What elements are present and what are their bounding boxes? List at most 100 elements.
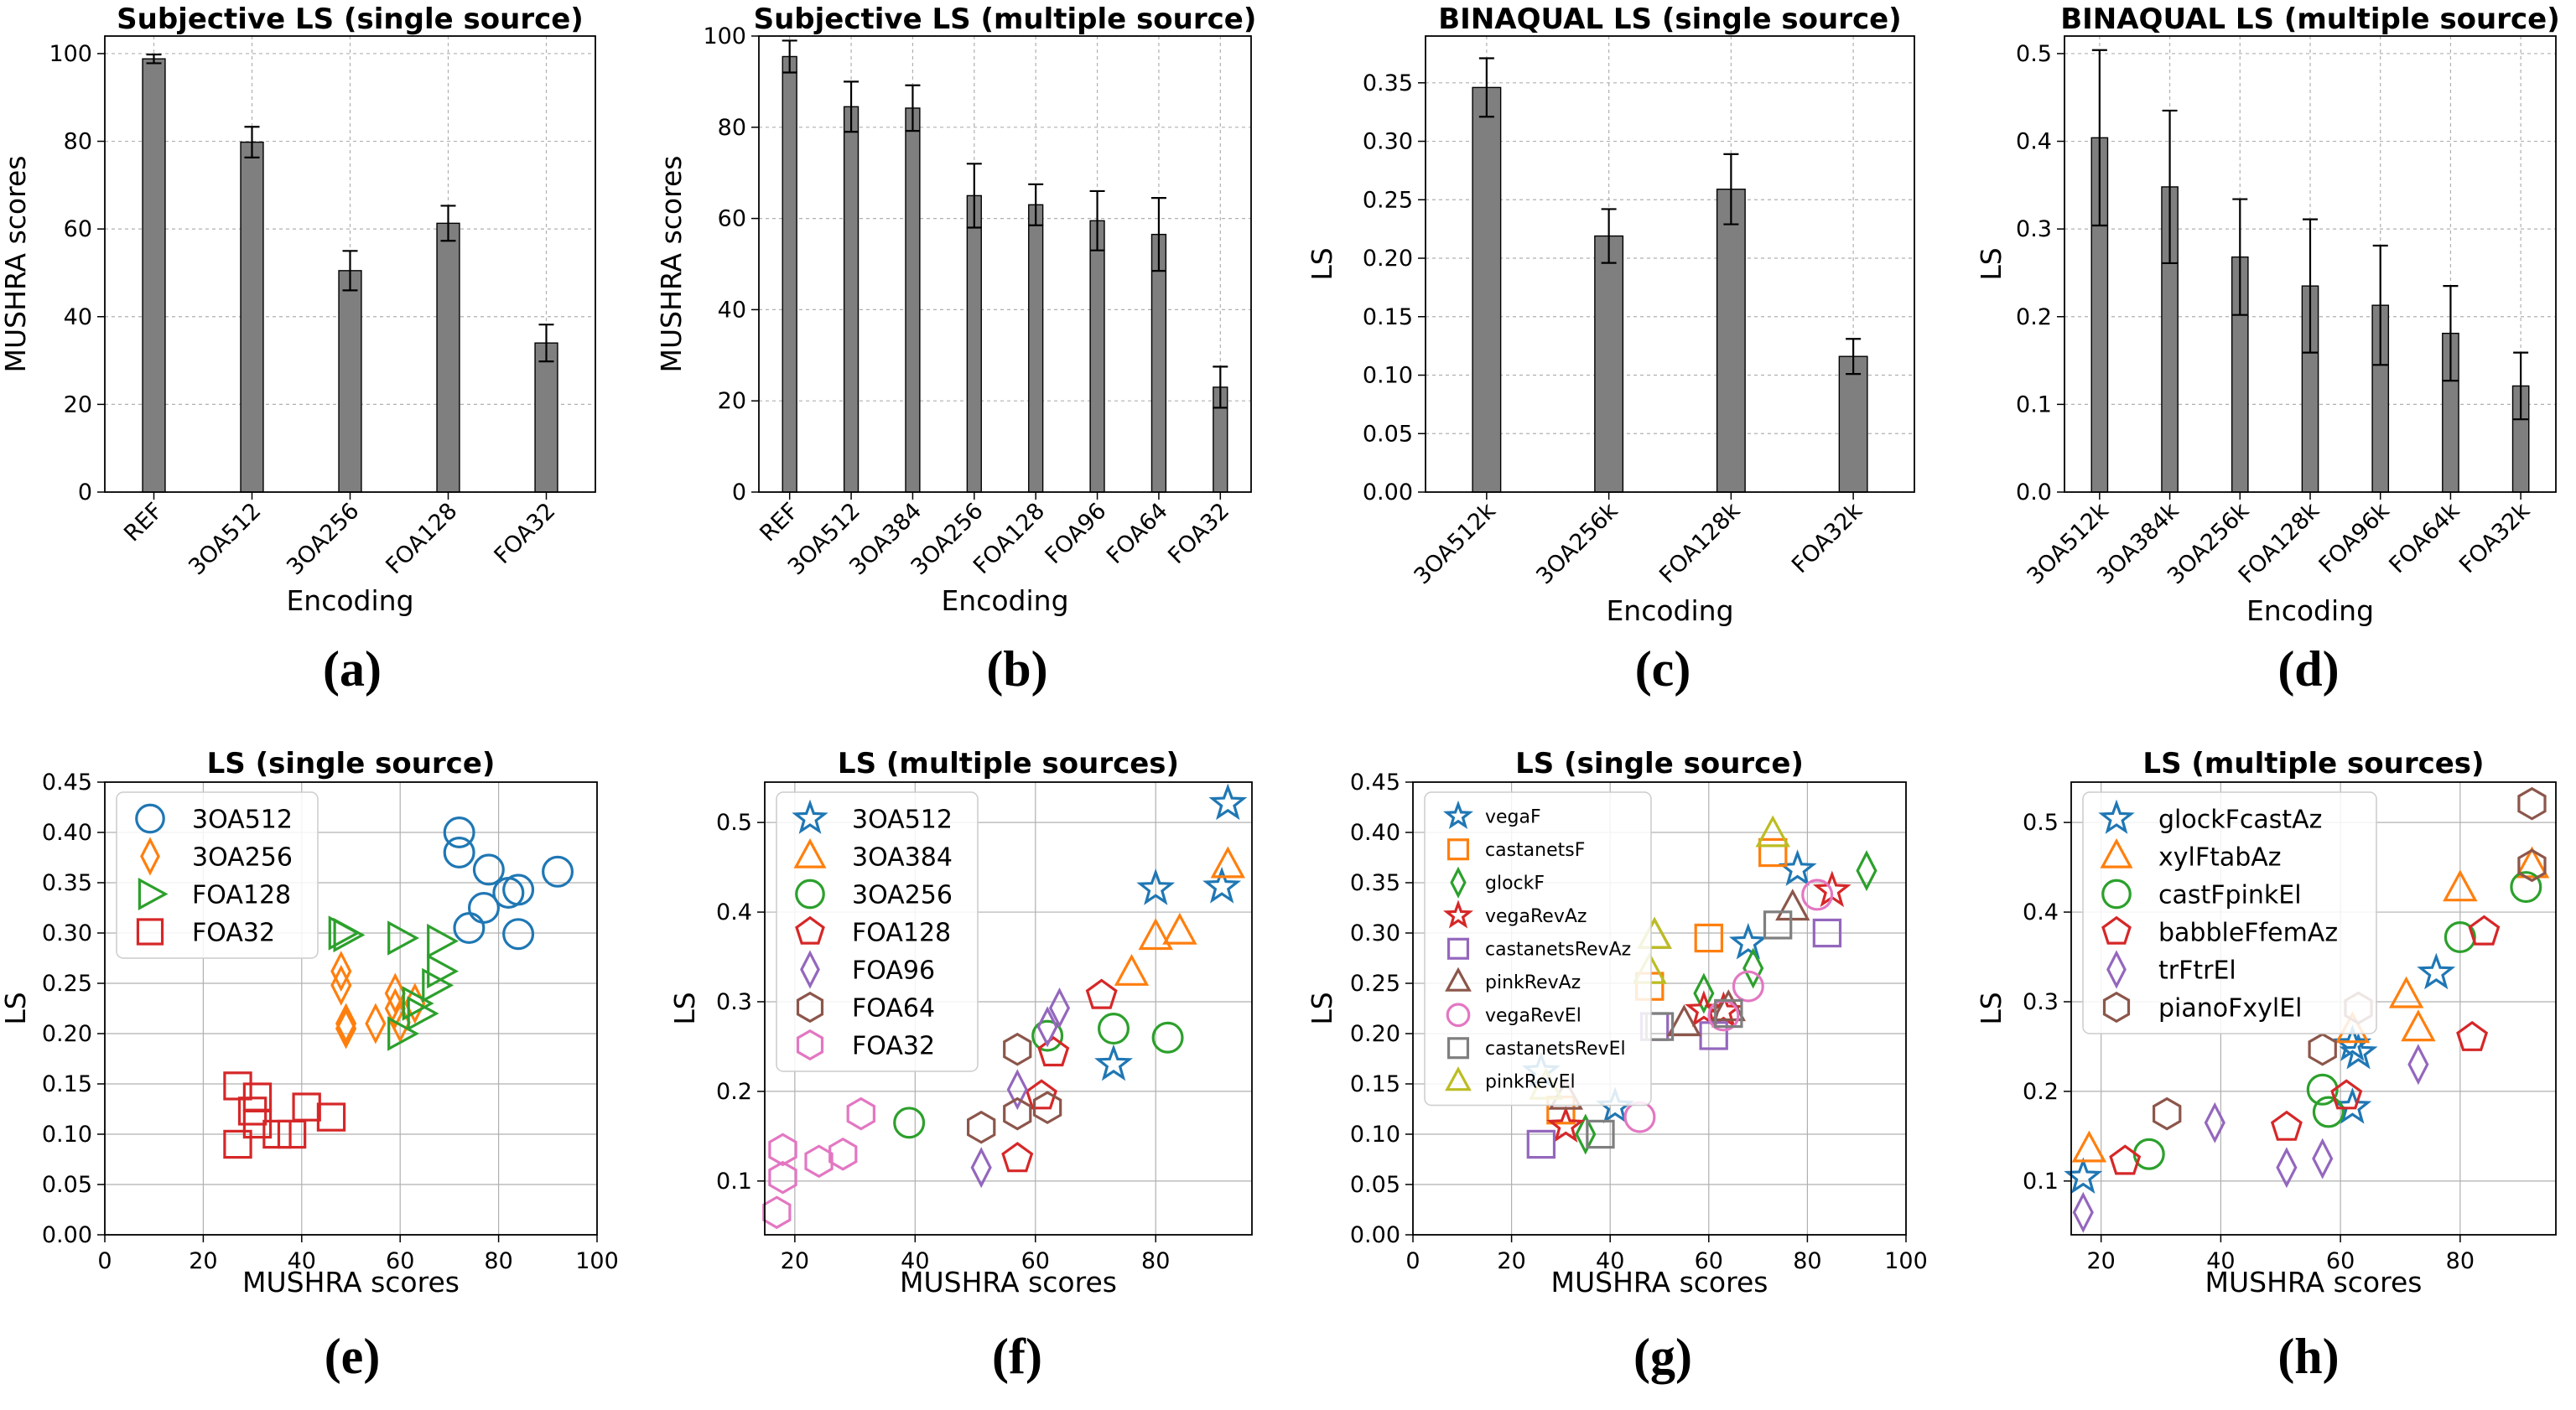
y-tick-label: 0.10 [42, 1122, 92, 1148]
data-point [387, 920, 420, 956]
data-point [542, 855, 574, 888]
y-tick-label: 0.0 [2016, 480, 2052, 505]
y-tick-label: 0.2 [2023, 1079, 2059, 1105]
legend-label: FOA96 [852, 956, 935, 985]
y-tick-label: 0.15 [1350, 1071, 1400, 1097]
y-tick-label: 0.20 [42, 1021, 92, 1047]
x-tick-label: 3OA512 [184, 498, 266, 580]
y-tick-label: 0.20 [1363, 246, 1413, 272]
data-point [242, 1109, 273, 1139]
panel-caption: (h) [2277, 1329, 2339, 1384]
legend-label: 3OA256 [852, 880, 953, 910]
data-point [2312, 1138, 2334, 1179]
legend-marker [2106, 950, 2127, 989]
x-axis-label: MUSHRA scores [242, 1266, 460, 1299]
data-point [762, 1195, 792, 1230]
data-point [2153, 1096, 2182, 1131]
legend-label: FOA64 [852, 993, 935, 1023]
chart-7: LS (multiple sources) 0.1 0.2 0.3 0.4 0.5 20 40… [1975, 747, 2557, 1384]
data-point [443, 836, 475, 868]
x-tick-label: 0 [97, 1248, 112, 1274]
data-point [1162, 912, 1197, 945]
x-tick-label: 20 [1497, 1248, 1525, 1274]
legend-marker [1445, 967, 1472, 992]
y-tick-label: 0.35 [1350, 870, 1400, 896]
data-point [2517, 786, 2547, 821]
data-point [2306, 1073, 2339, 1106]
data-point [804, 1144, 834, 1179]
legend-marker [796, 991, 824, 1024]
axes-frame [1412, 781, 1907, 1236]
panel-caption: (c) [1635, 641, 1691, 697]
data-point [1812, 918, 1842, 948]
x-tick-label: 80 [2446, 1248, 2475, 1274]
x-tick-label: 3OA512k [1409, 498, 1501, 590]
data-point [2401, 1009, 2436, 1042]
y-tick-label: 0.00 [42, 1222, 92, 1248]
data-point [1138, 918, 1173, 951]
y-tick-label: 0.05 [1363, 421, 1413, 447]
legend-marker [2101, 879, 2132, 910]
legend-marker [800, 950, 820, 989]
data-point [1546, 1106, 1586, 1143]
x-tick-label: FOA96k [2314, 498, 2395, 578]
y-tick-label: 0.20 [1350, 1021, 1400, 1047]
data-point [330, 964, 352, 1006]
chart-title: LS (single source) [1515, 747, 1804, 780]
y-tick-label: 0.45 [42, 770, 92, 796]
bar [240, 141, 264, 493]
data-point [1114, 953, 1150, 986]
data-point [1714, 998, 1743, 1029]
data-point [2276, 1147, 2298, 1189]
y-axis-label: LS [668, 992, 701, 1024]
y-tick-label: 100 [49, 41, 92, 67]
y-tick-label: 0.2 [2016, 304, 2052, 330]
legend-marker [1443, 899, 1473, 929]
legend-label: FOA32 [192, 918, 275, 947]
y-tick-label: 0.35 [42, 870, 92, 896]
legend-label: castanetsRevEl [1485, 1039, 1626, 1060]
x-tick-label: 40 [288, 1248, 316, 1274]
y-tick-label: 0.00 [1350, 1222, 1400, 1248]
data-point [427, 923, 460, 959]
x-axis-label: Encoding [1606, 594, 1733, 627]
legend-label: 3OA256 [192, 842, 293, 872]
chart-0: Subjective LS (single source) 0 20 40 60 80 10… [0, 3, 596, 697]
bar [905, 107, 921, 493]
x-tick-label: 60 [2326, 1248, 2355, 1274]
axes-frame [758, 35, 1252, 493]
legend-marker [1446, 1003, 1471, 1028]
data-point [2064, 1157, 2103, 1195]
y-tick-label: 0.35 [1363, 70, 1413, 96]
data-point [1031, 1019, 1064, 1052]
data-point [1755, 815, 1790, 848]
data-point [768, 1133, 797, 1167]
x-axis-label: MUSHRA scores [1551, 1266, 1768, 1299]
chart-3: BINAQUAL LS (multiple source) 0.0 0.1 0.2 0.… [1975, 3, 2560, 697]
x-tick-label: 20 [781, 1248, 809, 1274]
bar [1089, 220, 1105, 493]
x-tick-label: FOA32 [1163, 498, 1234, 569]
bar [843, 106, 860, 493]
legend-label: vegaRevAz [1485, 906, 1587, 927]
data-point [387, 1016, 420, 1051]
data-point [828, 1137, 858, 1171]
legend-marker [793, 837, 827, 868]
legend-label: vegaRevEl [1485, 1006, 1581, 1027]
panel-caption: (g) [1633, 1329, 1692, 1384]
y-axis-label: MUSHRA scores [655, 156, 688, 373]
chart-title: BINAQUAL LS (multiple source) [2060, 3, 2560, 36]
y-tick-label: 0 [78, 480, 92, 505]
y-axis-label: MUSHRA scores [0, 156, 32, 373]
y-tick-label: 0.10 [1350, 1122, 1400, 1148]
legend-frame [116, 791, 319, 959]
legend-label: glockFcastAz [2158, 805, 2322, 834]
chart-title: LS (multiple sources) [838, 747, 1179, 780]
data-point [2443, 869, 2478, 902]
data-point [427, 953, 460, 989]
legend-frame [2082, 791, 2377, 1034]
data-point [2388, 976, 2424, 1008]
y-tick-label: 0.1 [716, 1169, 752, 1195]
data-point [262, 1119, 292, 1149]
axes-frame [104, 35, 596, 493]
